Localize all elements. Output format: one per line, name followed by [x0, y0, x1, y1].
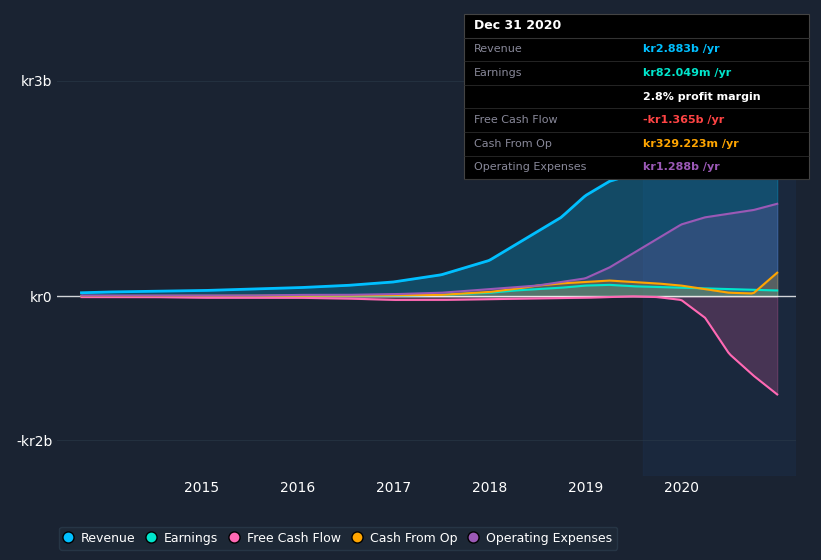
Text: -kr1.365b /yr: -kr1.365b /yr	[643, 115, 724, 125]
Text: kr2.883b /yr: kr2.883b /yr	[643, 44, 720, 54]
Text: Revenue: Revenue	[474, 44, 522, 54]
Text: 2.8% profit margin: 2.8% profit margin	[643, 92, 761, 101]
Legend: Revenue, Earnings, Free Cash Flow, Cash From Op, Operating Expenses: Revenue, Earnings, Free Cash Flow, Cash …	[59, 526, 617, 549]
Text: Earnings: Earnings	[474, 68, 522, 78]
Text: Free Cash Flow: Free Cash Flow	[474, 115, 557, 125]
Text: Operating Expenses: Operating Expenses	[474, 162, 586, 172]
Text: kr82.049m /yr: kr82.049m /yr	[643, 68, 732, 78]
Text: kr1.288b /yr: kr1.288b /yr	[643, 162, 720, 172]
Text: Cash From Op: Cash From Op	[474, 139, 552, 149]
Text: kr329.223m /yr: kr329.223m /yr	[643, 139, 739, 149]
Text: Dec 31 2020: Dec 31 2020	[474, 19, 561, 32]
Bar	[643, 45, 796, 476]
